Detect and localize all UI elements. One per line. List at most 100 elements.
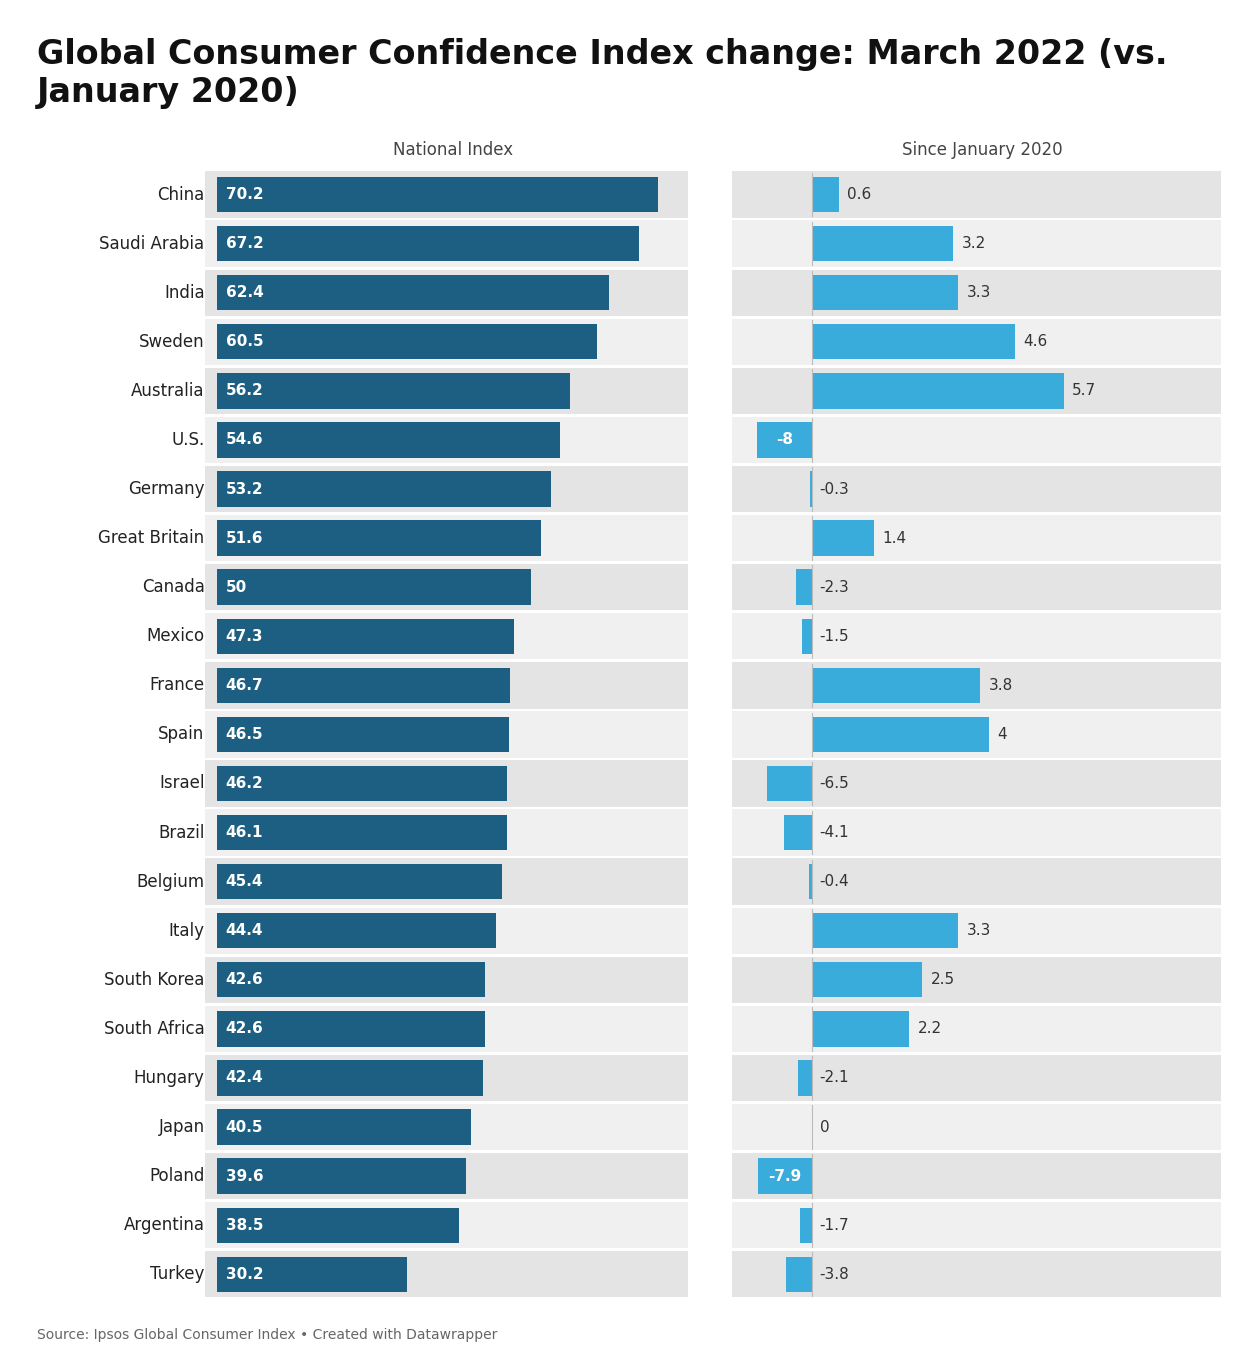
Text: -0.3: -0.3 — [820, 481, 849, 496]
Bar — [732, 1104, 1221, 1151]
Text: 0.6: 0.6 — [847, 188, 872, 203]
Text: 44.4: 44.4 — [226, 923, 263, 938]
Bar — [812, 717, 988, 752]
Text: U.S.: U.S. — [171, 431, 205, 449]
Bar — [217, 275, 609, 310]
Bar — [217, 472, 552, 507]
Bar — [217, 226, 639, 261]
Bar — [732, 613, 1221, 660]
Text: 67.2: 67.2 — [226, 237, 263, 252]
Bar — [812, 226, 954, 261]
Text: Poland: Poland — [149, 1167, 205, 1185]
Text: 50: 50 — [226, 579, 247, 594]
Text: Saudi Arabia: Saudi Arabia — [99, 235, 205, 253]
Bar — [797, 1061, 812, 1096]
Text: -4.1: -4.1 — [820, 826, 849, 840]
Bar — [786, 1257, 812, 1292]
Text: 46.1: 46.1 — [226, 826, 263, 840]
Text: France: France — [150, 676, 205, 695]
Bar — [217, 815, 507, 850]
Text: 51.6: 51.6 — [226, 530, 263, 545]
Bar — [732, 367, 1221, 413]
Bar — [732, 662, 1221, 709]
Bar — [205, 760, 688, 806]
Bar — [732, 318, 1221, 364]
Text: 38.5: 38.5 — [226, 1217, 263, 1232]
Text: -3.8: -3.8 — [820, 1266, 849, 1281]
Bar — [205, 907, 688, 953]
Bar — [205, 956, 688, 1002]
Text: Japan: Japan — [159, 1118, 205, 1136]
Text: 5.7: 5.7 — [1073, 384, 1096, 398]
Text: 42.6: 42.6 — [226, 1021, 263, 1036]
Text: 46.5: 46.5 — [226, 726, 263, 743]
Bar — [205, 613, 688, 660]
Bar — [205, 1251, 688, 1297]
Text: 0: 0 — [820, 1119, 830, 1134]
Bar — [732, 858, 1221, 904]
Bar — [732, 1055, 1221, 1102]
Text: South Korea: South Korea — [104, 971, 205, 989]
Text: Canada: Canada — [141, 578, 205, 596]
Bar — [205, 858, 688, 904]
Text: 30.2: 30.2 — [226, 1266, 263, 1281]
Bar — [812, 373, 1064, 408]
Text: Great Britain: Great Britain — [98, 529, 205, 547]
Bar — [732, 171, 1221, 218]
Text: 47.3: 47.3 — [226, 628, 263, 643]
Bar — [217, 1159, 466, 1194]
Text: 42.4: 42.4 — [226, 1070, 263, 1085]
Bar — [732, 564, 1221, 611]
Text: 40.5: 40.5 — [226, 1119, 263, 1134]
Bar — [758, 1159, 812, 1194]
Bar — [217, 766, 507, 801]
Text: 2.5: 2.5 — [931, 972, 955, 987]
Bar — [810, 472, 812, 507]
Bar — [732, 515, 1221, 562]
Text: 46.2: 46.2 — [226, 777, 263, 792]
Text: Since January 2020: Since January 2020 — [903, 141, 1063, 159]
Bar — [217, 913, 496, 948]
Text: National Index: National Index — [393, 141, 512, 159]
Text: Israel: Israel — [159, 774, 205, 793]
Text: Global Consumer Confidence Index change: March 2022 (vs.
January 2020): Global Consumer Confidence Index change:… — [37, 38, 1168, 109]
Bar — [812, 1012, 909, 1047]
Text: Mexico: Mexico — [146, 627, 205, 645]
Text: Italy: Italy — [169, 922, 205, 940]
Bar — [801, 1208, 812, 1243]
Bar — [732, 760, 1221, 806]
Bar — [205, 220, 688, 267]
Text: -1.7: -1.7 — [820, 1217, 849, 1232]
Bar — [217, 1012, 485, 1047]
Text: 62.4: 62.4 — [226, 286, 263, 301]
Bar — [812, 668, 980, 703]
Text: 45.4: 45.4 — [226, 874, 263, 889]
Text: 42.6: 42.6 — [226, 972, 263, 987]
Bar — [205, 367, 688, 413]
Text: 39.6: 39.6 — [226, 1168, 263, 1183]
Text: 54.6: 54.6 — [226, 432, 263, 447]
Bar — [732, 220, 1221, 267]
Bar — [732, 466, 1221, 513]
Bar — [217, 177, 658, 212]
Text: Sweden: Sweden — [139, 333, 205, 351]
Bar — [205, 1153, 688, 1200]
Text: 46.7: 46.7 — [226, 677, 263, 692]
Text: Hungary: Hungary — [134, 1069, 205, 1087]
Bar — [812, 913, 957, 948]
Bar — [217, 324, 598, 359]
Bar — [205, 564, 688, 611]
Text: -0.4: -0.4 — [820, 874, 849, 889]
Bar — [217, 422, 560, 457]
Text: India: India — [164, 284, 205, 302]
Text: -2.3: -2.3 — [820, 579, 849, 594]
Bar — [205, 318, 688, 364]
Bar — [812, 521, 874, 556]
Text: Brazil: Brazil — [159, 824, 205, 842]
Bar — [205, 269, 688, 316]
Bar — [205, 466, 688, 513]
Bar — [758, 422, 812, 457]
Bar — [205, 1202, 688, 1248]
Text: 70.2: 70.2 — [226, 188, 263, 203]
Bar — [217, 521, 541, 556]
